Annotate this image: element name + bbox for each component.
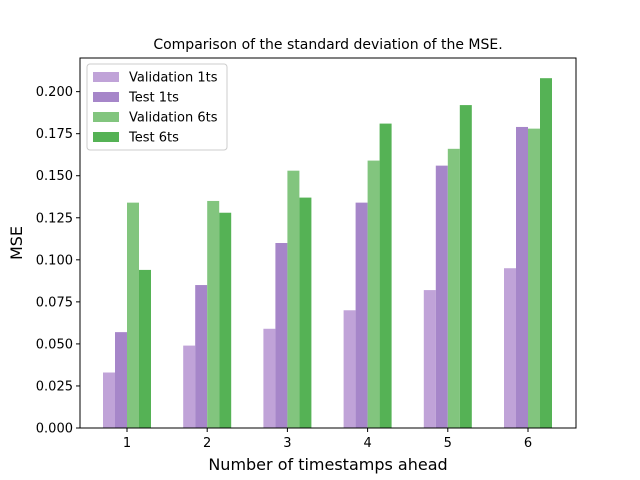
x-tick-label: 1 [123,436,131,451]
legend: Validation 1ts Test 1ts Validation 6ts Test… [86,63,228,151]
bar-test-1ts-4 [355,202,368,428]
bar-test-6ts-5 [459,105,472,428]
y-tick-label: 0.125 [36,211,73,226]
bar-validation-1ts-4 [343,310,356,428]
legend-swatch [93,72,119,82]
legend-swatch [93,132,119,142]
x-tick-label: 5 [444,436,452,451]
bar-validation-6ts-4 [367,160,380,428]
bar-test-1ts-5 [435,165,448,429]
y-tick-label: 0.075 [36,295,73,310]
bar-validation-6ts-5 [447,148,460,428]
x-tick-label: 4 [363,436,371,451]
legend-label: Test 6ts [128,131,179,146]
x-tick-label: 6 [524,436,532,451]
legend-box [86,63,228,151]
y-tick-label: 0.150 [36,169,73,184]
legend-label: Validation 1ts [129,71,218,86]
y-tick-label: 0.050 [36,337,73,352]
bar-validation-6ts-1 [127,202,139,428]
y-tick-label: 0.200 [36,85,73,100]
bar-validation-1ts-1 [103,372,115,428]
bar-test-1ts-1 [115,332,127,428]
legend-swatch [93,112,119,122]
bar-validation-6ts-3 [287,170,300,428]
bar-test-6ts-2 [219,212,232,428]
y-tick-label: 0.000 [36,422,73,437]
bar-validation-1ts-2 [183,345,196,428]
chart-title: Comparison of the standard deviation of … [153,37,502,53]
bar-test-6ts-6 [540,78,552,428]
bar-test-1ts-2 [195,285,208,428]
y-axis-ticks: 0.000 0.025 0.050 0.075 0.100 0.125 0.150 0.175… [36,85,80,437]
bar-test-1ts-3 [275,243,288,428]
bar-test-1ts-6 [516,126,528,429]
y-tick-label: 0.175 [36,127,73,142]
bar-validation-1ts-3 [263,328,276,428]
bar-test-6ts-4 [379,123,392,428]
bar-validation-6ts-6 [528,128,540,429]
x-axis-ticks: 1 2 3 4 5 6 [123,428,532,451]
bars-group [103,78,552,429]
legend-label: Test 1ts [128,91,179,106]
bar-test-6ts-3 [299,197,312,428]
y-axis-label: MSE [7,226,26,260]
bar-validation-1ts-5 [423,290,436,428]
x-axis-label: Number of timestamps ahead [208,455,447,474]
bar-validation-1ts-6 [504,268,516,428]
plot-frame [79,57,577,429]
x-tick-label: 2 [203,436,211,451]
legend-label: Validation 6ts [129,111,218,126]
legend-swatch [93,92,119,102]
x-tick-label: 3 [283,436,291,451]
y-tick-label: 0.100 [36,253,73,268]
bar-test-6ts-1 [139,269,151,428]
bar-validation-6ts-2 [207,200,220,428]
y-tick-label: 0.025 [36,379,73,394]
